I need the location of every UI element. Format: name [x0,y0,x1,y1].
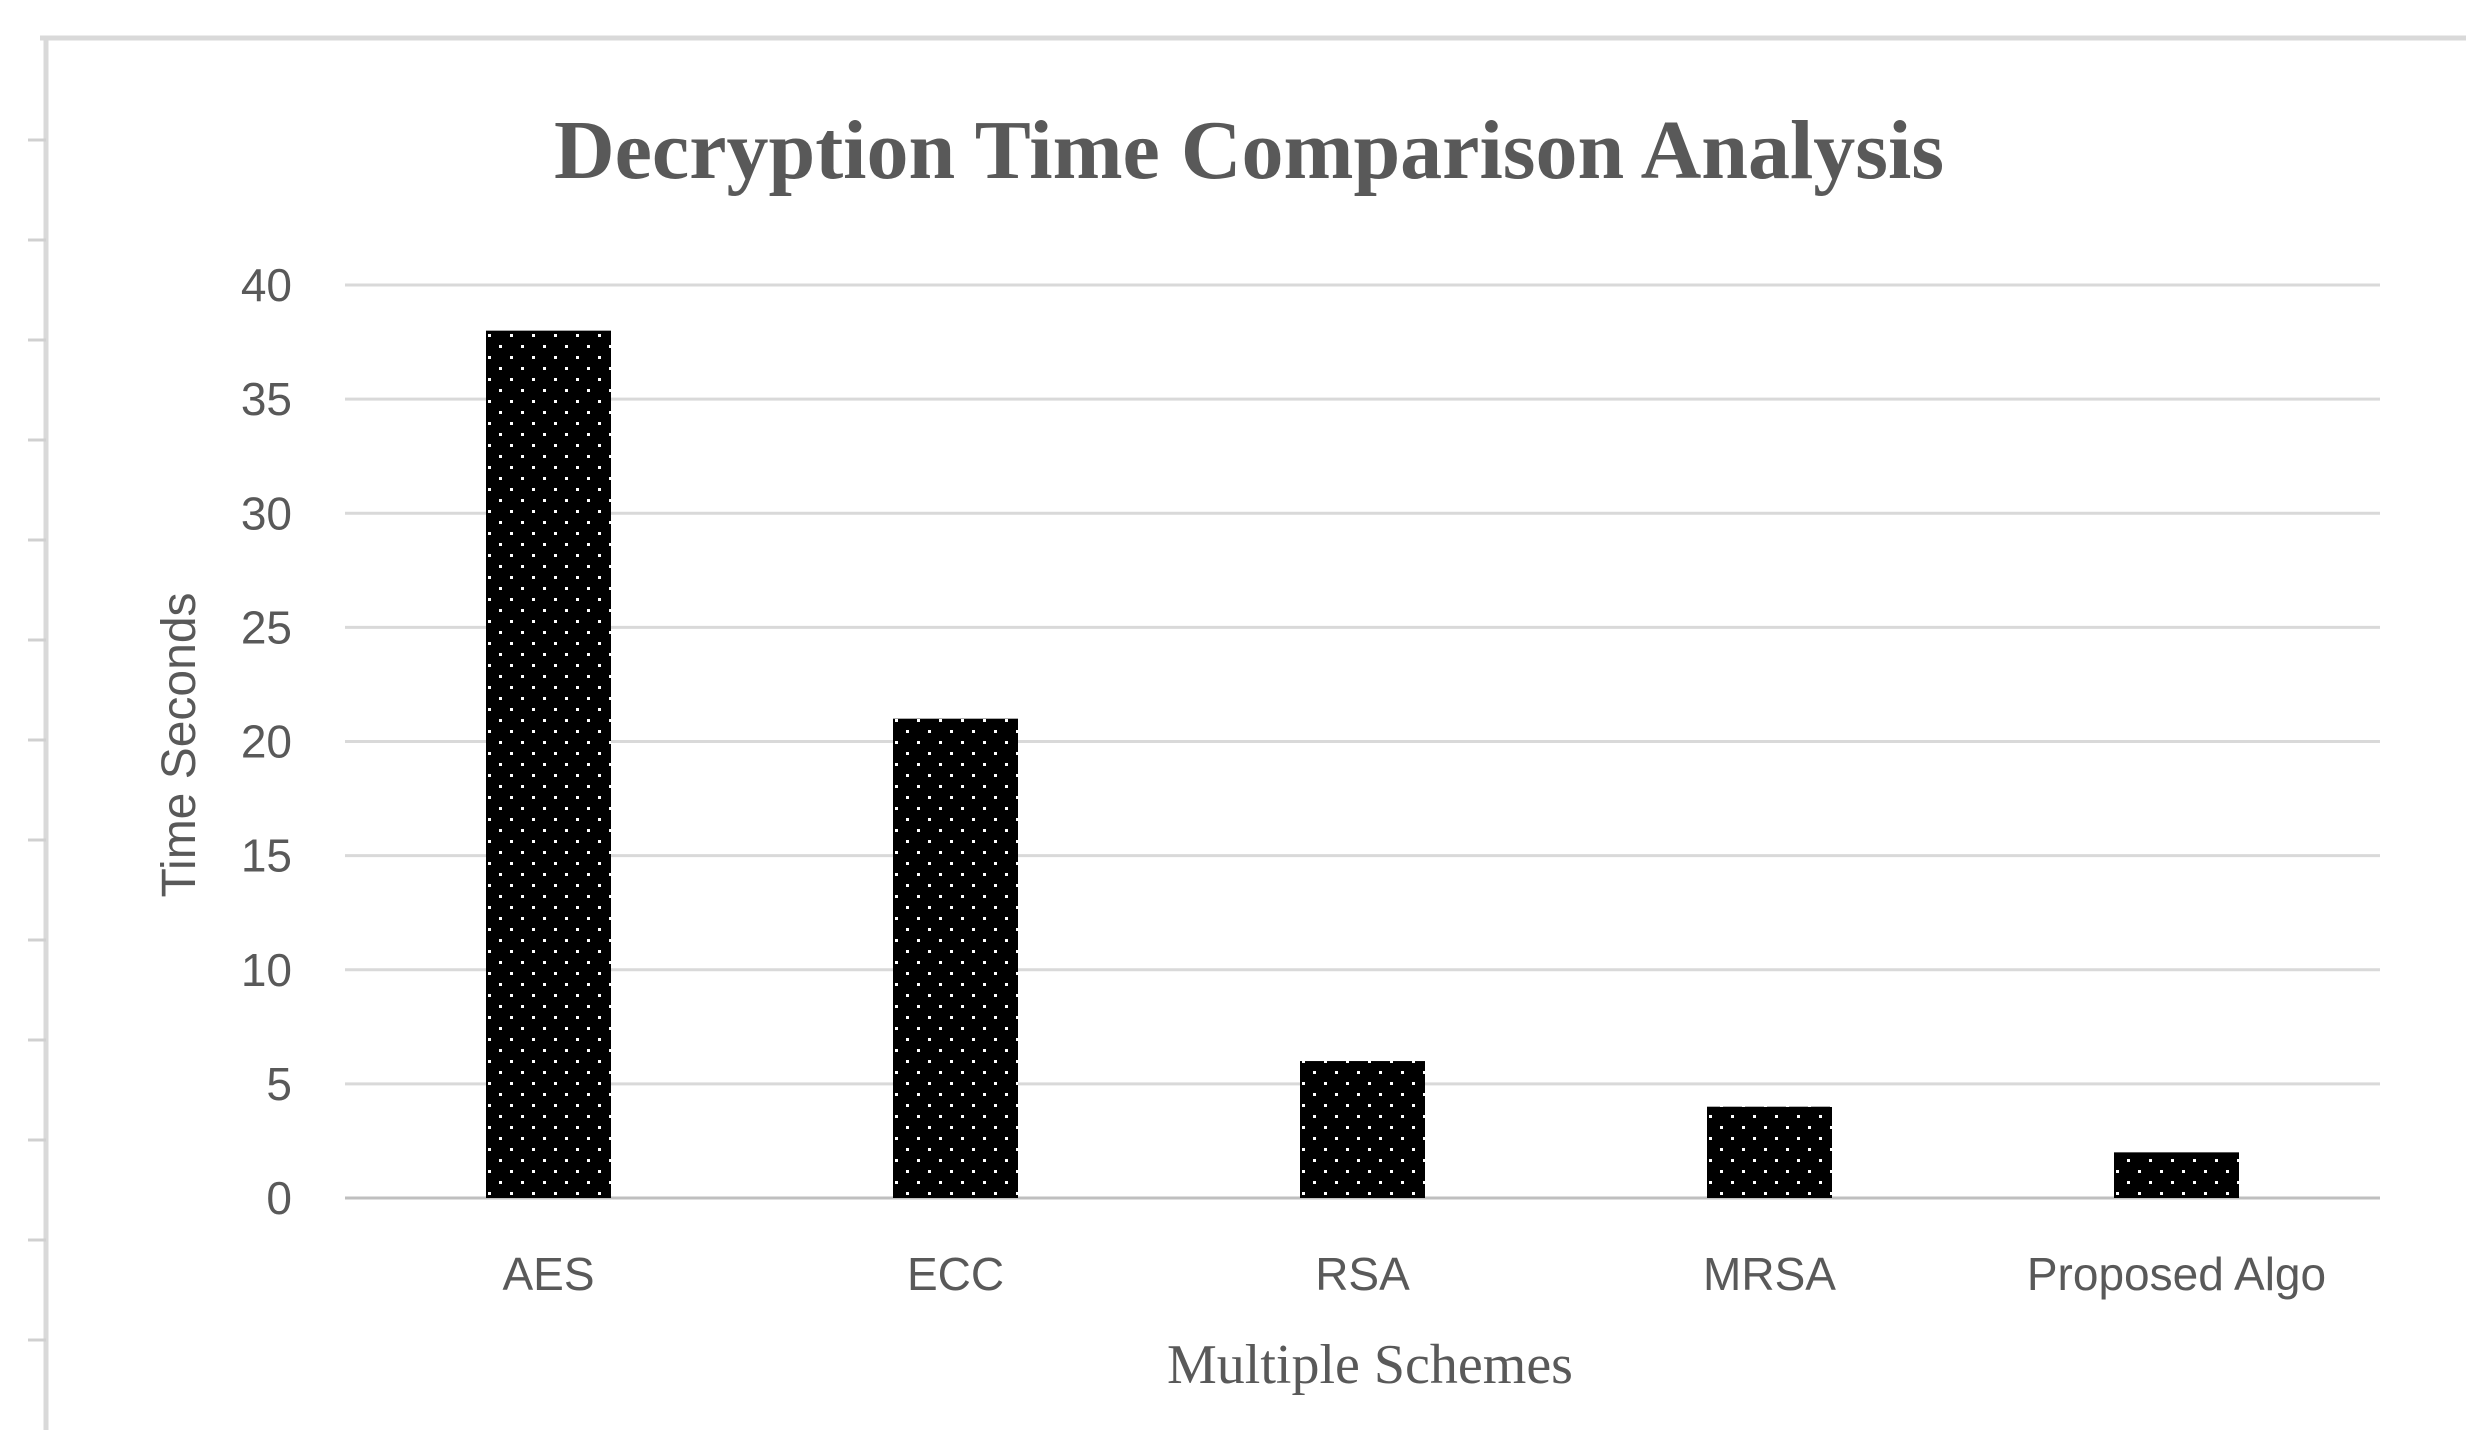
chart-title: Decryption Time Comparison Analysis [554,104,1944,197]
bar-ecc [893,718,1018,1198]
y-axis-title: Time Seconds [153,592,206,897]
y-tick-label: 0 [266,1172,292,1224]
y-tick-labels: 0 5 10 15 20 25 30 35 40 [241,259,292,1224]
y-tick-label: 5 [266,1058,292,1110]
x-tick-labels: AES ECC RSA MRSA Proposed Algo [502,1248,2326,1300]
y-tick-label: 30 [241,487,292,539]
bar-proposed-algo [2114,1152,2239,1198]
x-tick-label: MRSA [1703,1248,1836,1300]
x-axis-title: Multiple Schemes [1167,1334,1573,1396]
y-tick-label: 35 [241,373,292,425]
bar-rsa [1300,1061,1425,1198]
x-tick-label: Proposed Algo [2027,1248,2326,1300]
y-tick-label: 40 [241,259,292,311]
y-tick-label: 15 [241,830,292,882]
edge-tick-marks [28,138,46,1342]
y-tick-label: 20 [241,716,292,768]
x-tick-label: RSA [1315,1248,1410,1300]
bars [486,330,2239,1198]
y-tick-label: 25 [241,601,292,653]
bar-mrsa [1707,1106,1832,1198]
bar-aes [486,330,611,1198]
x-tick-label: AES [502,1248,594,1300]
y-tick-label: 10 [241,944,292,996]
x-tick-label: ECC [907,1248,1004,1300]
